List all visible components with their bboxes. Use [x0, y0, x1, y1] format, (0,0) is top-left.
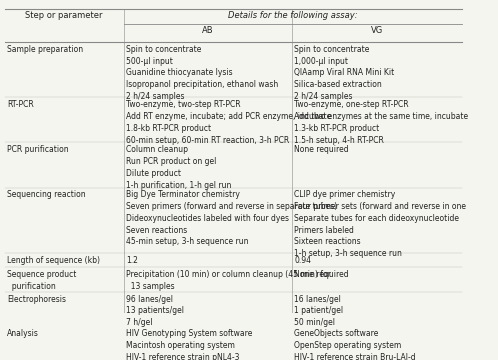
Text: VG: VG — [371, 26, 383, 35]
Text: Sequencing reaction: Sequencing reaction — [7, 190, 86, 199]
Text: PCR purification: PCR purification — [7, 145, 69, 154]
Text: Two-enzyme, two-step RT-PCR
Add RT enzyme, incubate; add PCR enzyme, incubate
1.: Two-enzyme, two-step RT-PCR Add RT enzym… — [126, 100, 331, 145]
Text: Length of sequence (kb): Length of sequence (kb) — [7, 256, 100, 265]
Text: Precipitation (10 min) or column cleanup (45 min) for
  13 samples: Precipitation (10 min) or column cleanup… — [126, 270, 331, 291]
Text: Sequence product
  purification: Sequence product purification — [7, 270, 76, 291]
Text: 1.2: 1.2 — [126, 256, 138, 265]
Text: None required: None required — [294, 270, 349, 279]
Text: Big Dye Terminator chemistry
Seven primers (forward and reverse in separate tube: Big Dye Terminator chemistry Seven prime… — [126, 190, 337, 247]
Text: 96 lanes/gel
13 patients/gel
7 h/gel: 96 lanes/gel 13 patients/gel 7 h/gel — [126, 294, 184, 327]
Text: Column cleanup
Run PCR product on gel
Dilute product
1-h purification, 1-h gel r: Column cleanup Run PCR product on gel Di… — [126, 145, 232, 190]
Text: Details for the following assay:: Details for the following assay: — [228, 11, 358, 20]
Text: Two-enzyme, one-step RT-PCR
Add two enzymes at the same time, incubate
1.3-kb RT: Two-enzyme, one-step RT-PCR Add two enzy… — [294, 100, 468, 145]
Text: Spin to concentrate
1,000-μl input
QIAamp Viral RNA Mini Kit
Silica-based extrac: Spin to concentrate 1,000-μl input QIAam… — [294, 45, 394, 101]
Text: GeneObjects software
OpenStep operating system
HIV-1 reference strain Bru-LAI-d: GeneObjects software OpenStep operating … — [294, 329, 416, 360]
Text: RT-PCR: RT-PCR — [7, 100, 34, 109]
Text: 0.94: 0.94 — [294, 256, 311, 265]
Text: 16 lanes/gel
1 patient/gel
50 min/gel: 16 lanes/gel 1 patient/gel 50 min/gel — [294, 294, 343, 327]
Text: Step or parameter: Step or parameter — [25, 11, 103, 20]
Text: Electrophoresis: Electrophoresis — [7, 294, 66, 303]
Text: HIV Genotyping System software
Macintosh operating system
HIV-1 reference strain: HIV Genotyping System software Macintosh… — [126, 329, 252, 360]
Text: AB: AB — [202, 26, 214, 35]
Text: Spin to concentrate
500-μl input
Guanidine thiocyanate lysis
Isopropanol precipi: Spin to concentrate 500-μl input Guanidi… — [126, 45, 278, 101]
Text: None required: None required — [294, 145, 349, 154]
Text: Analysis: Analysis — [7, 329, 39, 338]
Text: CLIP dye primer chemistry
Four primer sets (forward and reverse in one
Separate : CLIP dye primer chemistry Four primer se… — [294, 190, 466, 258]
Text: Sample preparation: Sample preparation — [7, 45, 83, 54]
